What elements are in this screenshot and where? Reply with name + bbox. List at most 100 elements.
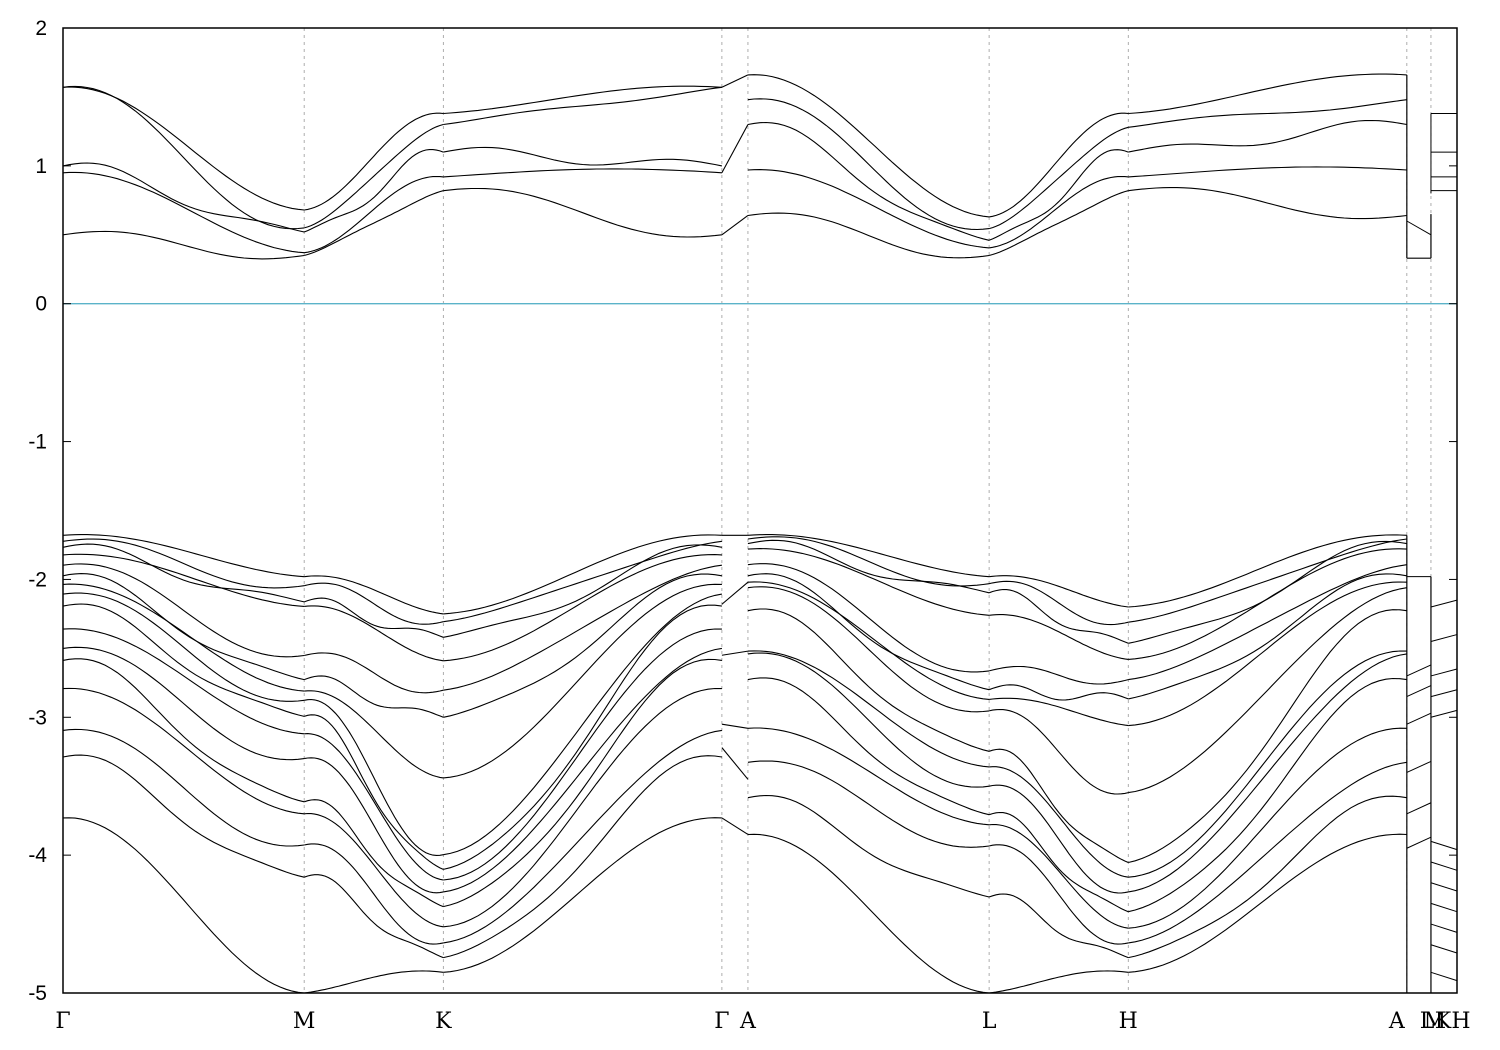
band-line [443,534,722,615]
band-line [304,690,444,779]
kpoint-label: L [982,1009,997,1034]
band-lines [62,73,1458,994]
y-tick-label: -4 [28,844,47,867]
band-line [989,766,1129,878]
band-line [443,540,722,623]
band-line [989,112,1129,218]
band-line [304,675,444,718]
band-line [988,684,1129,701]
y-tick-label: 0 [35,293,47,316]
band-line [304,812,444,928]
band-line [1406,220,1432,236]
band-line [747,581,990,700]
band-line [747,169,990,249]
band-line [62,817,305,994]
y-tick-label: 2 [35,17,47,40]
band-line [443,146,723,167]
band-line [1430,689,1458,698]
band-line [747,563,990,673]
kpoint-label: H [1119,1009,1138,1034]
band-line [988,844,1129,945]
band-line [304,874,444,959]
band-line [304,112,444,211]
band-line [747,650,990,768]
band-line [988,588,1129,644]
band-line [443,564,722,691]
band-line [747,727,990,826]
y-tick-label: 1 [35,155,47,178]
band-line [1430,971,1458,982]
band-line [443,544,722,638]
band-line [443,85,722,115]
band-line [747,212,990,259]
band-line [988,708,1129,795]
band-line [1128,795,1407,959]
band-line [1430,668,1458,677]
band-line [443,755,722,959]
band-line [1128,538,1407,623]
band-line [443,729,722,944]
band-line [988,748,1129,864]
y-tick-label: -2 [28,568,47,591]
band-line [1128,609,1407,864]
band-line [62,171,305,254]
band-line [1128,653,1407,893]
band-line [304,605,444,662]
x-axis-ticks: Γ M K Γ A L H A ML K H [55,1009,1470,1034]
kpoint-label: M [1424,1009,1447,1034]
band-line [721,581,749,605]
y-axis-ticks: 2 1 0 -1 -2 -3 -4 -5 [28,17,1457,1005]
band-line [304,190,444,257]
band-line [747,677,990,816]
band-line [1430,861,1458,871]
band-line [443,168,722,178]
band-line [1430,944,1458,954]
band-line [443,647,722,893]
band-line [304,733,444,881]
band-line [989,823,1129,929]
band-line [62,592,305,702]
band-line [443,628,722,881]
band-line [989,614,1129,660]
band-line [721,215,749,236]
band-line [721,124,749,174]
kpoint-label: Γ [714,1009,729,1034]
kpoint-label: H [1451,1009,1470,1034]
band-line [62,646,305,761]
band-line [62,85,305,230]
band-line [304,123,444,229]
band-line [1430,902,1458,913]
band-line [1128,187,1407,220]
band-line [747,536,990,587]
band-line [1406,760,1432,773]
band-line [721,817,749,835]
band-line [62,754,305,878]
band-line [1430,599,1458,608]
band-line [1406,802,1432,815]
band-line [62,86,305,211]
band-line [747,586,990,713]
band-line [62,534,305,578]
band-line [443,554,722,662]
band-line [988,190,1129,257]
band-line [304,970,444,994]
band-line [747,121,990,241]
band-line [443,687,722,928]
band-line [988,580,1129,626]
plot-frame [62,27,1458,994]
band-line [1430,709,1458,718]
band-line [747,74,990,218]
y-tick-label: -5 [28,982,47,1005]
band-line [304,698,444,856]
band-line [1128,650,1407,878]
band-line [304,843,444,945]
band-line [443,187,722,238]
band-line [721,74,749,88]
band-line [1430,634,1458,642]
kpoint-label: Γ [55,1009,70,1034]
band-line [443,573,722,718]
band-line [62,553,305,607]
band-line [1128,548,1407,660]
